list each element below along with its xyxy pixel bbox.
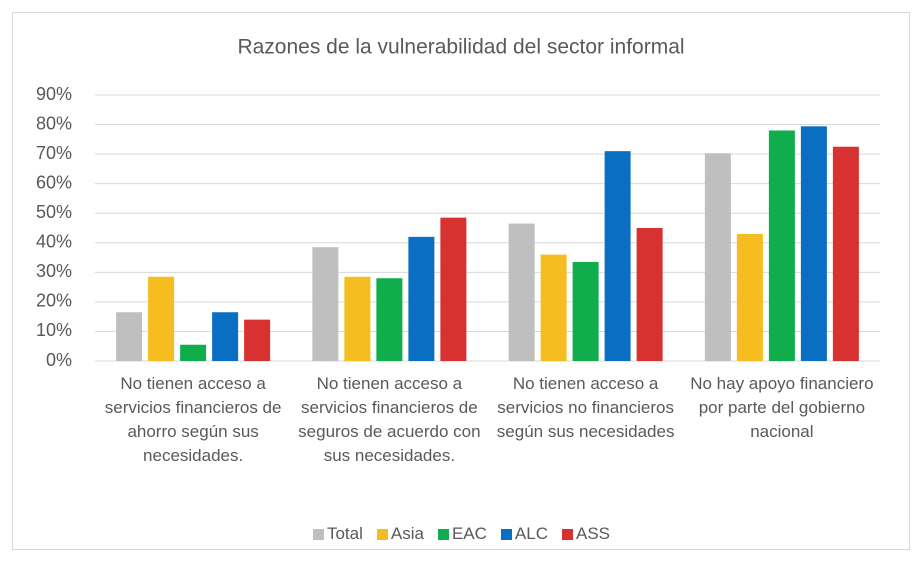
- y-tick-label: 40%: [36, 232, 72, 252]
- legend-swatch: [376, 528, 388, 540]
- bar: [636, 228, 663, 361]
- bar: [572, 261, 599, 361]
- bar: [408, 236, 435, 361]
- bar: [736, 233, 763, 361]
- y-tick-label: 80%: [36, 113, 72, 133]
- legend-label: ALC: [514, 524, 548, 543]
- legend-label: Total: [326, 524, 363, 543]
- bar: [312, 247, 339, 361]
- bar: [344, 276, 371, 361]
- bar: [212, 312, 239, 361]
- legend-item: EAC: [437, 524, 487, 544]
- y-tick-label: 90%: [36, 84, 72, 104]
- y-tick-label: 30%: [36, 261, 72, 281]
- bar: [148, 276, 175, 361]
- legend: Total Asia EAC ALC ASS: [0, 524, 923, 544]
- bar: [604, 151, 631, 361]
- y-tick-label: 0%: [46, 350, 72, 370]
- x-tick-label: No tienen acceso a servicios financieros…: [298, 374, 481, 465]
- y-tick-label: 60%: [36, 172, 72, 192]
- bar: [180, 344, 207, 361]
- x-tick-label: No tienen acceso a servicios no financie…: [496, 374, 675, 441]
- legend-item: Total: [312, 524, 363, 544]
- legend-item: ASS: [562, 524, 610, 544]
- bar: [540, 254, 567, 361]
- chart-title: Razones de la vulnerabilidad del sector …: [237, 36, 684, 59]
- bar: [508, 223, 535, 361]
- legend-label: EAC: [451, 524, 487, 543]
- bar: [832, 146, 859, 361]
- legend-swatch: [500, 528, 512, 540]
- bar: [440, 217, 467, 361]
- y-tick-label: 50%: [36, 202, 72, 222]
- legend-label: Asia: [390, 524, 424, 543]
- legend-swatch: [312, 528, 324, 540]
- bar: [768, 130, 795, 361]
- y-tick-label: 70%: [36, 143, 72, 163]
- y-tick-label: 20%: [36, 291, 72, 311]
- bar: [800, 126, 827, 361]
- bar: [244, 319, 271, 361]
- legend-swatch: [437, 528, 449, 540]
- y-tick-label: 10%: [36, 320, 72, 340]
- x-tick-label: No hay apoyo financiero por parte del go…: [690, 374, 874, 441]
- bar: [704, 153, 731, 361]
- legend-item: Asia: [376, 524, 424, 544]
- bar: [116, 312, 143, 361]
- x-tick-label: No tienen acceso a servicios financieros…: [104, 374, 282, 465]
- legend-swatch: [562, 528, 573, 540]
- legend-label: ASS: [576, 524, 611, 543]
- legend-item: ALC: [500, 524, 548, 544]
- bar: [376, 278, 403, 361]
